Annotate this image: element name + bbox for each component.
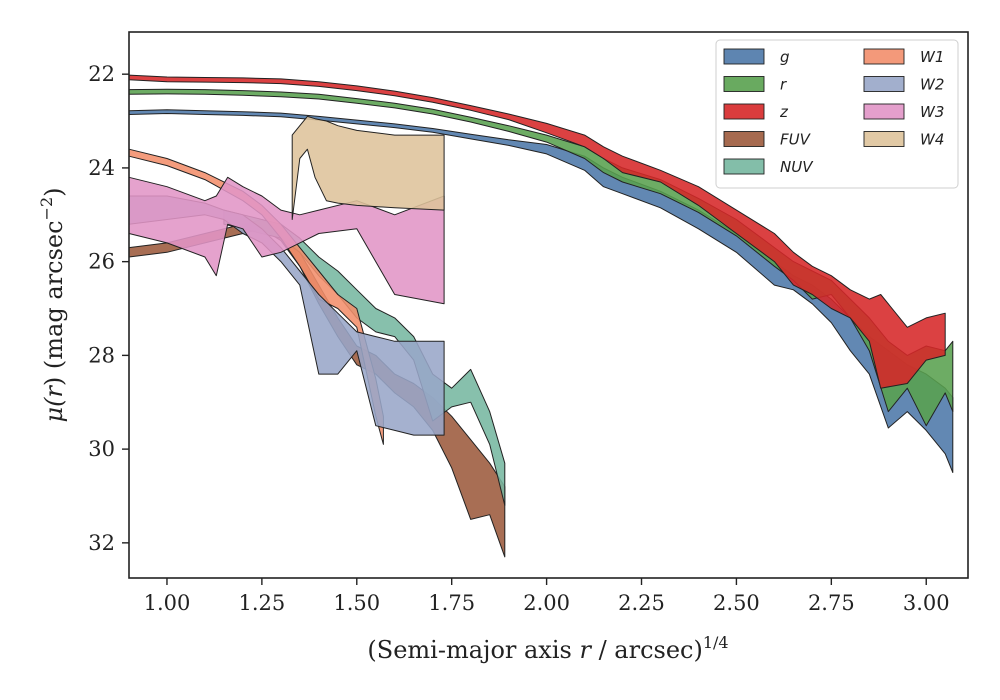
legend-swatch-w3	[863, 103, 905, 120]
legend-swatch-w1	[863, 48, 905, 65]
x-tick-label: 2.00	[523, 591, 570, 615]
legend-label-g: g	[780, 48, 790, 66]
legend-label-w2: W2	[920, 76, 944, 94]
legend-swatch-z	[723, 103, 765, 120]
legend-label-z: z	[779, 103, 789, 121]
ticks-layer: 1.00 1.25 1.50 1.75 2.00 2.25 2.50 2.75 3.00 22 24…	[88, 62, 949, 615]
series-band-r	[128, 88, 954, 427]
y-axis-label: μ(r) (mag arcsec−2)	[37, 187, 68, 422]
legend-swatch-nuv	[723, 158, 765, 175]
y-tick-label: 22	[88, 62, 115, 86]
legend-swatch-fuv	[723, 131, 765, 147]
plot-frame	[128, 31, 969, 579]
legend-swatch-r	[723, 76, 765, 92]
legend-swatch-w2	[863, 76, 905, 92]
legend-label-w4: W4	[920, 131, 944, 149]
y-tick-label: 30	[88, 437, 115, 461]
x-tick-label: 1.00	[144, 591, 191, 615]
y-tick-label: 28	[88, 343, 115, 367]
legend-label-r: r	[780, 76, 787, 94]
x-tick-label: 3.00	[903, 591, 950, 615]
x-tick-label: 2.50	[713, 591, 760, 615]
series-band-z	[128, 74, 946, 389]
series-layer	[128, 74, 954, 558]
series-band-w4	[291, 115, 445, 220]
legend: grz FUV NUV W1 W2 W3 W4	[715, 39, 959, 189]
x-tick-label: 1.50	[333, 591, 380, 615]
legend-swatch-w4	[863, 131, 905, 147]
legend-label-fuv: FUV	[780, 131, 812, 149]
y-tick-label: 32	[88, 531, 115, 555]
legend-label-w3: W3	[920, 103, 944, 121]
series-band-w3	[128, 176, 445, 305]
y-tick-label: 24	[88, 156, 115, 180]
legend-label-nuv: NUV	[780, 158, 814, 176]
legend-swatch-g	[723, 48, 765, 65]
x-tick-label: 2.25	[618, 591, 665, 615]
y-tick-label: 26	[88, 250, 115, 274]
series-band-g	[128, 109, 954, 473]
x-tick-label: 1.75	[428, 591, 475, 615]
x-tick-label: 2.75	[808, 591, 855, 615]
legend-label-w1: W1	[920, 48, 944, 66]
x-tick-label: 1.25	[238, 591, 285, 615]
x-axis-label: (Semi-major axis r / arcsec)1/4	[367, 633, 728, 664]
